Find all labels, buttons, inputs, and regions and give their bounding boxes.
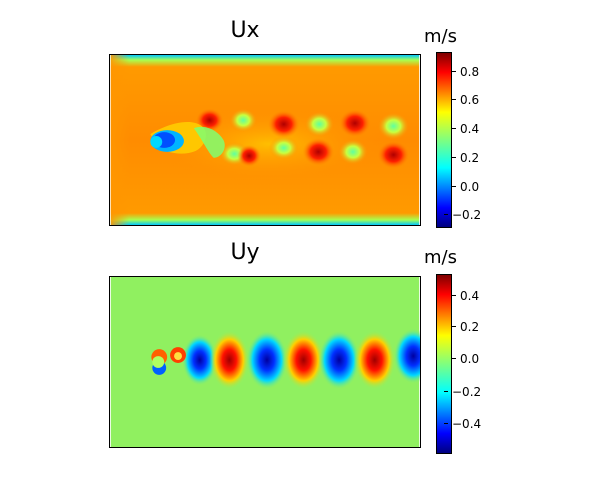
ux-tick-label: −0.2 [443,208,482,222]
ux-colorbar [436,52,452,228]
ux-tick-label: 0.8 [451,65,480,79]
ux-unit-label: m/s [424,26,457,47]
uy-tick-label: 0.2 [451,320,480,334]
ux-tick-label: 0.4 [451,122,480,136]
uy-title: Uy [230,240,260,265]
uy-colorbar [436,274,452,454]
ux-tick-label: 0.0 [451,180,480,194]
ux-title: Ux [230,18,260,43]
uy-tick-label: −0.2 [443,385,482,399]
uy-field-plot [109,276,421,448]
uy-tick-label: −0.4 [443,417,482,431]
ux-field-plot [109,54,421,226]
uy-tick-label: 0.4 [451,289,480,303]
ux-tick-label: 0.6 [451,93,480,107]
uy-unit-label: m/s [424,247,457,268]
uy-tick-label: 0.0 [451,352,480,366]
ux-tick-label: 0.2 [451,151,480,165]
